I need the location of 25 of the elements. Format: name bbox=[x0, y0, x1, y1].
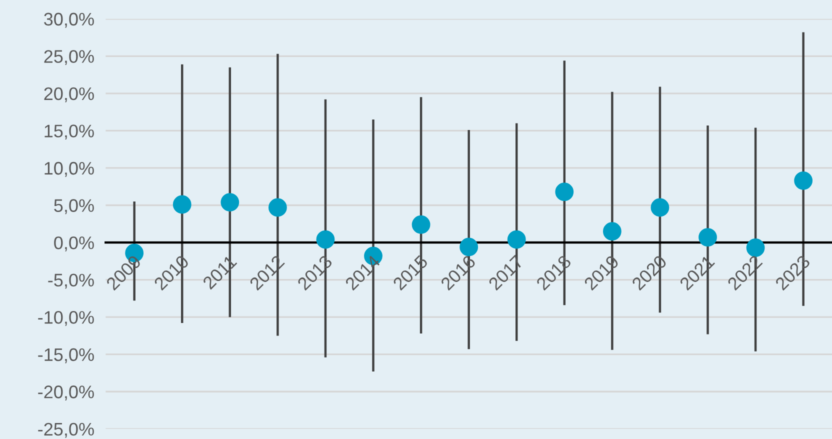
y-tick-label: -20,0% bbox=[38, 386, 94, 400]
point bbox=[555, 182, 574, 202]
point bbox=[220, 193, 240, 212]
point bbox=[698, 228, 717, 247]
y-tick-label: 15,0% bbox=[44, 124, 94, 140]
y-tick-label: 30,0% bbox=[44, 12, 94, 28]
y-tick-label: 0,0% bbox=[54, 236, 94, 252]
point bbox=[602, 222, 622, 241]
point bbox=[460, 238, 478, 256]
point bbox=[316, 230, 335, 249]
point bbox=[172, 195, 192, 214]
y-tick-label: -5,0% bbox=[48, 274, 94, 289]
y-tick-label: 25,0% bbox=[44, 50, 94, 66]
y-tick-label: 10,0% bbox=[44, 162, 94, 177]
point bbox=[412, 215, 430, 234]
y-tick-label: -15,0% bbox=[38, 348, 94, 364]
y-tick-label: -10,0% bbox=[38, 311, 94, 326]
point bbox=[746, 238, 765, 257]
point bbox=[507, 230, 526, 249]
y-tick-label: -25,0% bbox=[38, 422, 94, 438]
point bbox=[650, 198, 670, 217]
point bbox=[268, 198, 287, 217]
point bbox=[794, 171, 813, 190]
y-tick-label: 20,0% bbox=[44, 87, 94, 102]
y-tick-label: 5,0% bbox=[54, 199, 94, 214]
